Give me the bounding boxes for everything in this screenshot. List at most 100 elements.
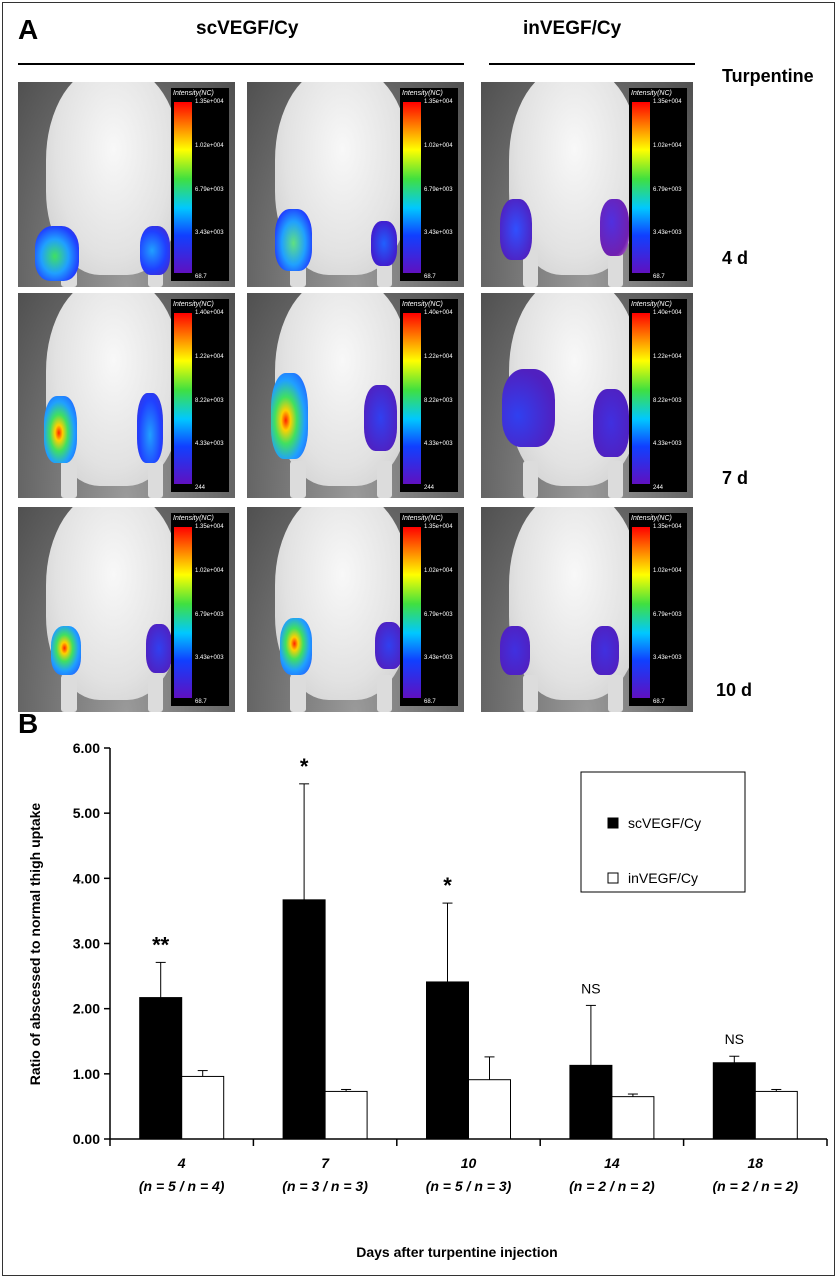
signal-blob <box>137 393 164 464</box>
signal-blob <box>500 198 532 261</box>
signal-blob <box>279 617 313 676</box>
panel-a-letter: A <box>18 14 39 45</box>
colorbar-title: Intensity(NC) <box>402 90 443 97</box>
mouse-image-row1-col1: Intensity(NC) 1.35e+004 1.02e+004 6.79e+003… <box>18 82 235 287</box>
y-tick-label: 6.00 <box>73 740 100 756</box>
signal-blob <box>270 372 308 460</box>
legend-label: scVEGF/Cy <box>628 815 701 831</box>
group-title-invegf: inVEGF/Cy <box>523 18 622 39</box>
colorbar-tick: 8.22e+003 <box>195 397 224 404</box>
bar-invegfcy-4 <box>181 1075 225 1140</box>
intensity-colorbar: Intensity(NC) 1.35e+004 1.02e+004 6.79e+003… <box>171 513 229 706</box>
colorbar-tick: 6.79e+003 <box>424 186 453 193</box>
signal-blob <box>375 621 404 669</box>
mouse-image-row1-col2: Intensity(NC) 1.35e+004 1.02e+004 6.79e+003… <box>247 82 464 287</box>
turpentine-header: Turpentine <box>722 66 814 86</box>
colorbar-tick: 3.43e+003 <box>424 655 453 662</box>
significance-label: * <box>443 873 452 898</box>
colorbar-title: Intensity(NC) <box>631 90 672 97</box>
colorbar-tick: 244 <box>653 485 664 491</box>
y-tick-label: 4.00 <box>73 870 100 886</box>
intensity-colorbar: Intensity(NC) 1.40e+004 1.22e+004 8.22e+003… <box>171 299 229 492</box>
x-tick-label: 7 <box>321 1155 330 1171</box>
colorbar-tick: 6.79e+003 <box>653 186 682 193</box>
intensity-colorbar: Intensity(NC) 1.35e+004 1.02e+004 6.79e+003… <box>400 88 458 281</box>
x-tick-label: 4 <box>177 1155 186 1171</box>
x-tick-sublabel: (n = 5 / n = 3) <box>426 1178 512 1194</box>
y-tick-label: 5.00 <box>73 805 100 821</box>
x-tick-sublabel: (n = 3 / n = 3) <box>282 1178 368 1194</box>
bar-invegfcy-18 <box>754 1090 798 1140</box>
colorbar-tick: 1.35e+004 <box>195 99 224 105</box>
y-tick-label: 3.00 <box>73 936 100 952</box>
colorbar-title: Intensity(NC) <box>402 515 443 522</box>
bar-invegfcy-10 <box>468 1079 511 1140</box>
signal-blob <box>599 198 630 257</box>
signal-blob <box>44 395 77 464</box>
colorbar-tick: 1.02e+004 <box>424 567 453 574</box>
colorbar-tick: 4.33e+003 <box>195 441 224 448</box>
significance-label: NS <box>581 980 600 996</box>
colorbar-tick: 1.02e+004 <box>424 142 453 149</box>
colorbar-title: Intensity(NC) <box>173 515 214 522</box>
mouse-image-row3-col2: Intensity(NC) 1.35e+004 1.02e+004 6.79e+003… <box>247 507 464 712</box>
colorbar-tick: 1.40e+004 <box>653 310 682 316</box>
colorbar-tick: 1.35e+004 <box>424 99 453 105</box>
row-label-4d: 4 d <box>722 248 749 268</box>
x-tick-sublabel: (n = 5 / n = 4) <box>139 1178 225 1194</box>
colorbar-tick: 3.43e+003 <box>424 230 453 237</box>
colorbar-tick: 1.40e+004 <box>424 310 453 316</box>
colorbar-tick: 1.35e+004 <box>424 524 453 530</box>
y-axis-label: Ratio of abscessed to normal thigh uptak… <box>27 803 43 1086</box>
colorbar-tick: 4.33e+003 <box>653 441 682 448</box>
group-title-scvegf: scVEGF/Cy <box>196 18 299 39</box>
colorbar-tick: 1.22e+004 <box>653 353 682 360</box>
colorbar-tick: 1.35e+004 <box>195 524 224 530</box>
signal-blob <box>50 625 81 676</box>
colorbar-tick: 3.43e+003 <box>653 230 682 237</box>
signal-blob <box>364 385 397 451</box>
colorbar-tick: 1.35e+004 <box>653 99 682 105</box>
colorbar-title: Intensity(NC) <box>631 301 672 308</box>
colorbar-tick: 1.02e+004 <box>195 142 224 149</box>
bar-scvegfcy-10 <box>426 981 469 1140</box>
bar-scvegfcy-4 <box>139 997 183 1140</box>
x-tick-label: 10 <box>461 1155 477 1171</box>
group-underline-scvegf <box>18 63 464 65</box>
intensity-colorbar: Intensity(NC) 1.40e+004 1.22e+004 8.22e+003… <box>629 299 687 492</box>
x-axis-label: Days after turpentine injection <box>356 1244 557 1260</box>
colorbar-tick: 68.7 <box>424 699 436 705</box>
signal-blob <box>139 225 170 275</box>
panel-b-letter: B <box>18 708 39 739</box>
mouse-image-row1-col3: Intensity(NC) 1.35e+004 1.02e+004 6.79e+003… <box>481 82 693 287</box>
x-tick-label: 18 <box>748 1155 764 1171</box>
bar-scvegfcy-18 <box>712 1062 756 1140</box>
colorbar-tick: 8.22e+003 <box>424 397 453 404</box>
group-underline-invegf <box>489 63 695 65</box>
intensity-colorbar: Intensity(NC) 1.35e+004 1.02e+004 6.79e+003… <box>400 513 458 706</box>
significance-label: NS <box>725 1031 744 1047</box>
mouse-image-row2-col1: Intensity(NC) 1.40e+004 1.22e+004 8.22e+003… <box>18 293 235 498</box>
signal-blob <box>370 221 397 267</box>
intensity-colorbar: Intensity(NC) 1.35e+004 1.02e+004 6.79e+003… <box>629 513 687 706</box>
x-tick-sublabel: (n = 2 / n = 2) <box>713 1178 799 1194</box>
colorbar-tick: 3.43e+003 <box>195 230 224 237</box>
colorbar-tick: 6.79e+003 <box>653 611 682 618</box>
mouse-image-row3-col3: Intensity(NC) 1.35e+004 1.02e+004 6.79e+003… <box>481 507 693 712</box>
colorbar-tick: 6.79e+003 <box>195 611 224 618</box>
colorbar-tick: 68.7 <box>653 699 665 705</box>
colorbar-tick: 244 <box>195 485 206 491</box>
bar-scvegfcy-7 <box>282 899 326 1140</box>
colorbar-tick: 68.7 <box>195 699 207 705</box>
row-label-10d: 10 d <box>716 680 753 700</box>
significance-label: * <box>300 754 309 779</box>
y-tick-label: 1.00 <box>73 1066 100 1082</box>
x-axis: 4 (n = 5 / n = 4) 7 (n = 3 / n = 3) 10 (n = 5… <box>109 1138 828 1194</box>
mouse-image-row2-col2: Intensity(NC) 1.40e+004 1.22e+004 8.22e+003… <box>247 293 464 498</box>
legend-swatch <box>607 872 619 884</box>
colorbar-tick: 4.33e+003 <box>424 441 453 448</box>
colorbar-tick: 1.22e+004 <box>424 353 453 360</box>
